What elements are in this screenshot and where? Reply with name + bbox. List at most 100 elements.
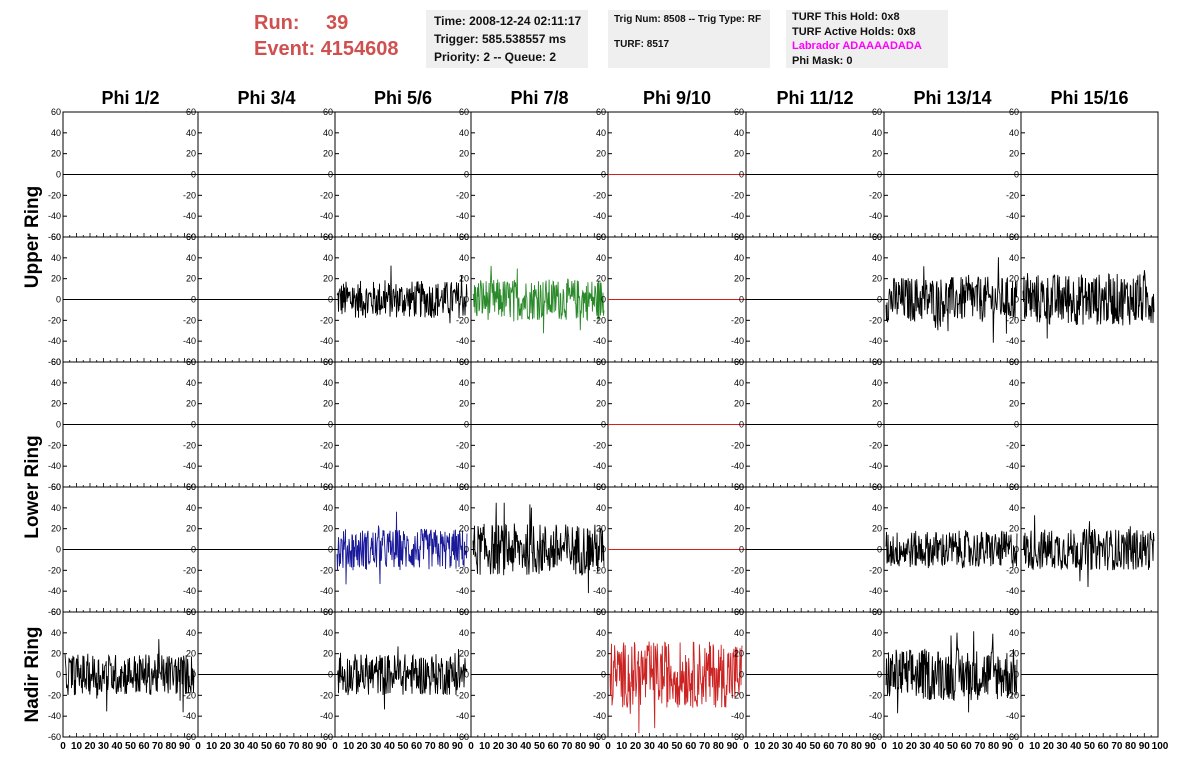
column-title: Phi 9/10	[643, 88, 711, 108]
waveform-trace	[1022, 515, 1155, 588]
y-tick-label: 0	[464, 295, 469, 305]
x-tick-label: 0	[468, 741, 474, 752]
y-tick-label: 60	[51, 607, 61, 617]
y-tick-label: 20	[872, 524, 882, 534]
column-title: Phi 15/16	[1050, 88, 1128, 108]
y-tick-label: -40	[869, 336, 882, 346]
row-title: Lower Ring	[22, 435, 43, 538]
y-tick-label: 20	[323, 399, 333, 409]
y-tick-label: -40	[320, 586, 333, 596]
x-tick-label: 60	[961, 741, 973, 752]
y-tick-label: -60	[320, 732, 333, 742]
priority-text: Priority: 2 -- Queue: 2	[434, 50, 557, 64]
x-tick-label: 60	[685, 741, 697, 752]
y-tick-label: 20	[186, 524, 196, 534]
y-tick-label: -60	[48, 732, 61, 742]
y-tick-label: 60	[596, 232, 606, 242]
turf-active-holds-text: TURF Active Holds: 0x8	[792, 25, 916, 38]
y-tick-label: 20	[734, 149, 744, 159]
turf-this-hold-text: TURF This Hold: 0x8	[792, 11, 900, 23]
y-tick-label: 40	[459, 503, 469, 513]
y-tick-label: -60	[48, 607, 61, 617]
y-tick-label: -20	[183, 440, 196, 450]
y-tick-label: -40	[731, 211, 744, 221]
y-tick-label: 40	[186, 378, 196, 388]
time-text: Time: 2008-12-24 02:11:17	[434, 14, 582, 28]
y-tick-label: 40	[51, 253, 61, 263]
x-tick-label: 70	[1111, 741, 1123, 752]
y-tick-label: -20	[456, 190, 469, 200]
time-info-box: Time: 2008-12-24 02:11:17 Trigger: 585.5…	[426, 10, 588, 68]
turf-text: TURF: 8517	[614, 39, 670, 50]
x-tick-label: 40	[933, 741, 945, 752]
y-tick-label: 40	[596, 503, 606, 513]
y-tick-label: -40	[593, 586, 606, 596]
y-tick-label: -20	[593, 315, 606, 325]
y-tick-label: -40	[183, 711, 196, 721]
y-tick-label: -20	[731, 315, 744, 325]
y-tick-label: 40	[734, 128, 744, 138]
x-tick-label: 40	[520, 741, 532, 752]
turf-info-box: TURF This Hold: 0x8 TURF Active Holds: 0…	[786, 10, 948, 68]
event-label: Event:	[254, 38, 316, 60]
y-tick-label: -60	[48, 357, 61, 367]
y-tick-label: -20	[456, 565, 469, 575]
y-tick-label: -40	[320, 336, 333, 346]
y-tick-label: 60	[1009, 482, 1019, 492]
y-tick-label: 0	[191, 170, 196, 180]
y-tick-label: 60	[734, 107, 744, 117]
y-tick-label: -20	[869, 565, 882, 575]
y-tick-label: 60	[734, 607, 744, 617]
y-tick-label: 20	[1009, 524, 1019, 534]
x-tick-label: 60	[138, 741, 150, 752]
y-tick-label: 0	[1014, 670, 1019, 680]
y-tick-label: 40	[872, 128, 882, 138]
y-tick-label: 20	[459, 149, 469, 159]
x-tick-label: 50	[1084, 741, 1096, 752]
x-tick-label: 20	[1043, 741, 1055, 752]
x-tick-label: 80	[713, 741, 725, 752]
y-tick-label: -20	[1006, 190, 1019, 200]
y-tick-label: -40	[456, 461, 469, 471]
y-tick-label: 60	[186, 607, 196, 617]
y-tick-label: 60	[734, 357, 744, 367]
x-tick-label: 10	[754, 741, 766, 752]
y-tick-label: 40	[186, 628, 196, 638]
y-tick-label: 20	[872, 399, 882, 409]
x-tick-label: 0	[881, 741, 887, 752]
y-tick-label: 20	[596, 149, 606, 159]
row-title: Nadir Ring	[22, 626, 43, 722]
phi-mask-text: Phi Mask: 0	[792, 54, 853, 67]
y-tick-label: 20	[186, 649, 196, 659]
x-tick-label: 20	[357, 741, 369, 752]
y-tick-label: 60	[186, 107, 196, 117]
y-tick-label: 60	[872, 357, 882, 367]
y-tick-label: 20	[1009, 399, 1019, 409]
y-tick-label: -60	[731, 732, 744, 742]
y-tick-label: 60	[186, 482, 196, 492]
x-tick-label: 10	[71, 741, 83, 752]
y-tick-label: -40	[731, 711, 744, 721]
waveform-trace	[472, 265, 605, 334]
waveform-trace	[336, 511, 468, 585]
y-tick-label: 40	[323, 503, 333, 513]
y-tick-label: -40	[593, 711, 606, 721]
y-tick-label: 60	[51, 357, 61, 367]
y-tick-label: 20	[51, 149, 61, 159]
x-tick-label: 90	[865, 741, 877, 752]
y-tick-label: 40	[323, 128, 333, 138]
y-tick-label: 60	[872, 482, 882, 492]
run-label: Run:	[254, 12, 300, 34]
y-tick-label: 20	[734, 524, 744, 534]
x-tick-label: 90	[1002, 741, 1014, 752]
y-tick-label: -40	[48, 336, 61, 346]
y-tick-label: 60	[51, 482, 61, 492]
x-tick-label: 0	[605, 741, 611, 752]
x-tick-label: 40	[247, 741, 259, 752]
y-tick-label: 0	[877, 170, 882, 180]
x-tick-label: 60	[823, 741, 835, 752]
y-tick-label: -60	[183, 732, 196, 742]
y-tick-label: 20	[323, 524, 333, 534]
y-tick-label: -40	[320, 211, 333, 221]
y-tick-label: -20	[731, 190, 744, 200]
